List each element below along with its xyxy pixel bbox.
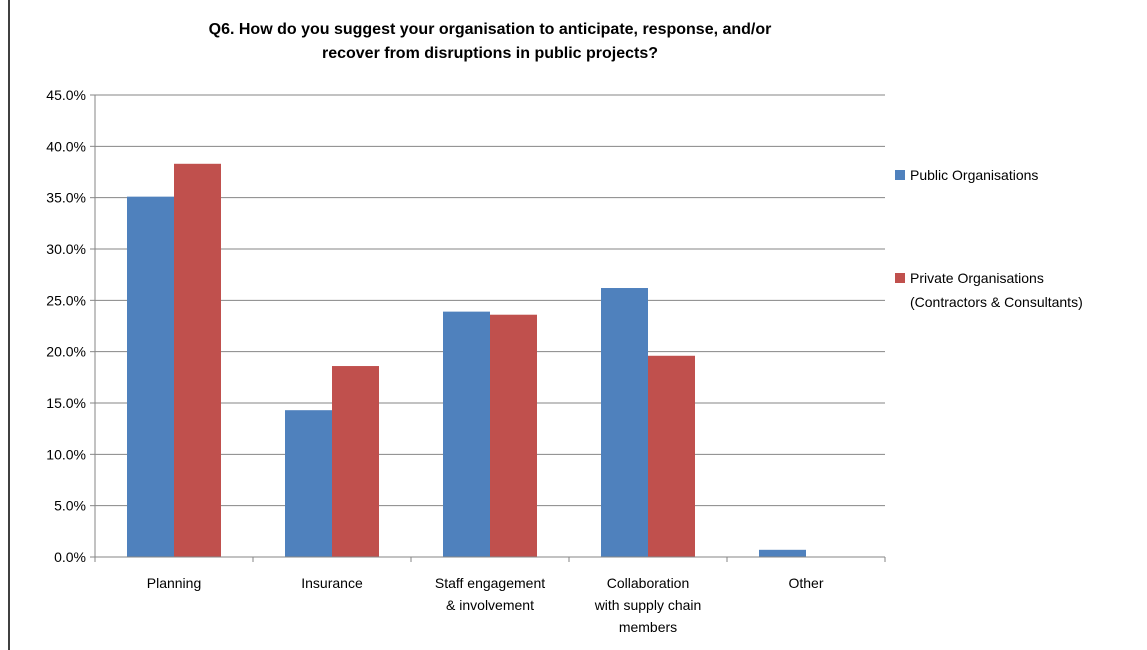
category-label: Other [788,575,823,591]
category-label: members [619,619,677,635]
y-tick-label: 45.0% [46,87,86,103]
y-axis-ticks: 0.0% 5.0% 10.0% 15.0% 20.0% 25.0% 30.0% 35.0% 40… [46,87,95,565]
bar-public-3 [601,288,648,557]
x-axis-categories: Planning Insurance Staff engagement & invol… [147,575,824,635]
y-tick-label: 0.0% [54,549,86,565]
y-tick-label: 5.0% [54,498,86,514]
bars [127,163,806,557]
y-tick-label: 40.0% [46,138,86,154]
axes [94,95,886,562]
category-label: & involvement [446,597,534,613]
legend-swatch [895,273,905,283]
bar-public-0 [127,196,174,557]
chart-title: Q6. How do you suggest your organisation… [209,21,772,62]
chart-title-line: recover from disruptions in public proje… [322,45,658,62]
bar-public-2 [443,311,490,557]
y-tick-label: 30.0% [46,241,86,257]
legend-label: Public Organisations [910,167,1038,183]
legend-label: (Contractors & Consultants) [910,294,1083,310]
category-label: with supply chain [594,597,702,613]
chart-title-line: Q6. How do you suggest your organisation… [209,21,772,38]
y-tick-label: 20.0% [46,344,86,360]
category-label: Staff engagement [435,575,545,591]
y-tick-label: 35.0% [46,190,86,206]
bar-public-4 [759,549,806,557]
bar-private-1 [332,366,379,557]
category-label: Collaboration [607,575,690,591]
legend-swatch [895,170,905,180]
category-label: Insurance [301,575,363,591]
y-tick-label: 15.0% [46,395,86,411]
y-tick-label: 10.0% [46,446,86,462]
bar-private-0 [174,163,221,557]
bar-public-1 [285,410,332,557]
legend: Public Organisations Private Organisation… [895,167,1083,310]
legend-label: Private Organisations [910,270,1044,286]
bar-private-3 [648,355,695,557]
y-tick-label: 25.0% [46,292,86,308]
bar-private-2 [490,314,537,557]
category-label: Planning [147,575,202,591]
